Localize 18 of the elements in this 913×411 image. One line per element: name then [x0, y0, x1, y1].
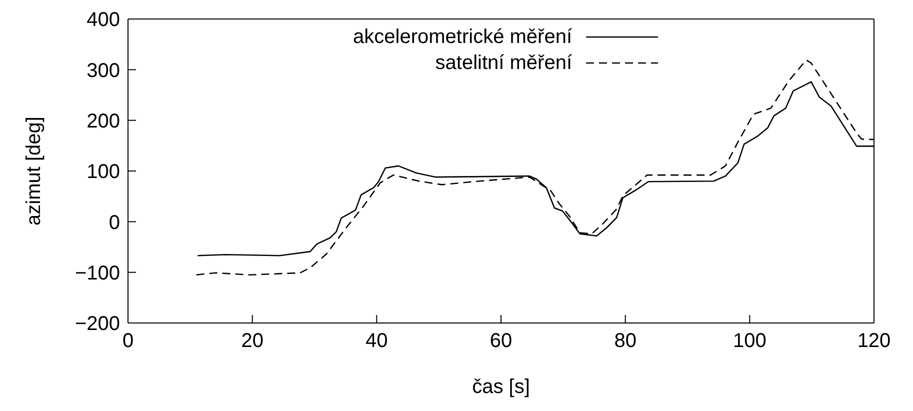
- y-tick-label: 300: [86, 60, 120, 82]
- legend-label: akcelerometrické měření: [353, 25, 572, 50]
- y-tick-label: 0: [108, 212, 120, 234]
- x-tick-label: 80: [614, 330, 636, 352]
- y-tick-label: −200: [74, 313, 120, 336]
- x-tick-label: 0: [122, 330, 134, 352]
- x-tick-label: 100: [732, 330, 766, 352]
- x-tick-label: 20: [241, 330, 264, 352]
- legend-label: satelitní měření: [435, 51, 572, 76]
- y-tick-label: 100: [86, 161, 120, 184]
- y-tick-label: 200: [86, 110, 120, 132]
- x-axis-title: čas [s]: [472, 376, 530, 398]
- y-tick-label: 400: [86, 9, 120, 32]
- y-tick-label: −100: [74, 262, 120, 284]
- x-tick-label: 60: [490, 330, 512, 352]
- y-axis-title: azimut [deg]: [23, 116, 46, 226]
- x-tick-label: 40: [366, 330, 388, 352]
- x-tick-label: 120: [857, 330, 891, 352]
